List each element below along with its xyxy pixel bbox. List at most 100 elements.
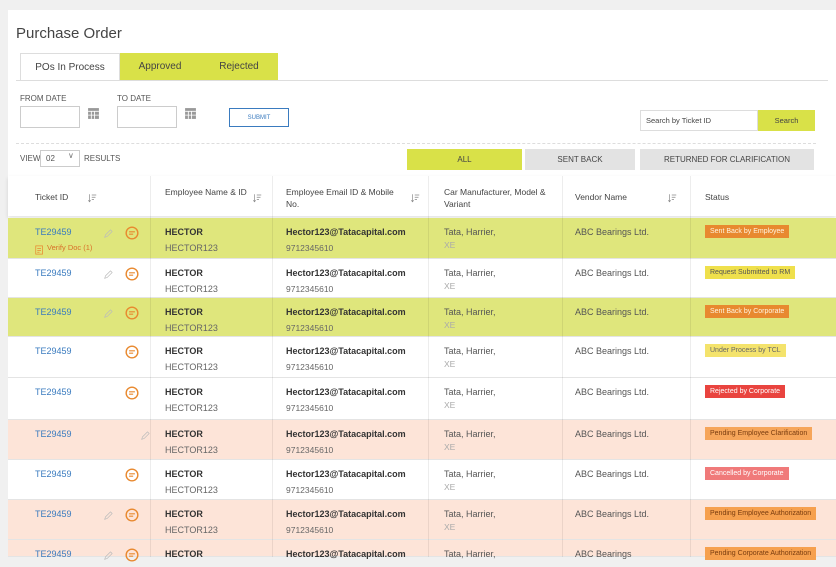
employee-mobile: 9712345610 [286,403,334,413]
car-variant: XE [444,359,456,369]
employee-mobile: 9712345610 [286,485,334,495]
column-header: Status [705,192,730,202]
calendar-icon [87,107,100,120]
tab[interactable]: Approved [120,53,200,80]
employee-id: HECTOR123 [165,362,218,372]
employee-name: HECTOR [165,268,203,278]
chat-icon [125,345,139,359]
edit-icon-svg [104,511,113,520]
employee-id: HECTOR123 [165,403,218,413]
from-date-label: FROM DATE [20,94,67,103]
chat-icon [125,226,139,240]
employee-id: HECTOR123 [165,284,218,294]
quick-filter[interactable]: RETURNED FOR CLARIFICATION [640,149,814,170]
ticket-link[interactable]: TE29459 [35,307,72,317]
employee-mobile: 9712345610 [286,323,334,333]
car-variant: XE [444,240,456,250]
submit-button[interactable]: SUBMIT [229,108,289,127]
employee-email: Hector123@Tatacapital.com [286,307,406,317]
status-badge: Rejected by Corporate [705,385,786,398]
ticket-link[interactable]: TE29459 [35,346,72,356]
vendor-name: ABC Bearings Ltd. [575,469,650,479]
edit-icon-svg [104,551,113,560]
car-model: Tata, Harrier, [444,227,496,237]
status-badge: Pending Corporate Authorization [705,547,817,560]
edit-icon [103,508,113,520]
view-select[interactable]: 02 [40,150,80,167]
column-divider [150,176,151,557]
chat-icon [125,386,139,400]
employee-email: Hector123@Tatacapital.com [286,429,406,439]
chat-icon-svg [125,345,139,359]
date-input[interactable] [20,106,80,128]
sort-icon-svg [668,194,677,203]
ticket-link[interactable]: TE29459 [35,549,72,559]
status-badge: Pending Employee Clarification [705,427,813,440]
edit-icon-svg [104,270,113,279]
employee-id: HECTOR123 [165,525,218,535]
calendar-icon-svg [185,108,196,119]
quick-filter[interactable]: SENT BACK [525,149,635,170]
ticket-link[interactable]: TE29459 [35,469,72,479]
doc-icon [35,242,44,255]
car-model: Tata, Harrier, [444,549,496,559]
sort-icon-svg [411,194,420,203]
table-row [8,378,836,420]
edit-icon [103,306,113,318]
edit-icon [103,267,113,279]
tab-underline [16,80,828,81]
employee-email: Hector123@Tatacapital.com [286,346,406,356]
column-divider [562,176,563,557]
divider [16,143,816,144]
vendor-name: ABC Bearings Ltd. [575,227,650,237]
employee-email: Hector123@Tatacapital.com [286,509,406,519]
tab[interactable]: Rejected [200,53,278,80]
column-header: Employee Email ID & Mobile No. [286,187,394,209]
view-chevron: ∨ [68,151,74,160]
edit-icon [140,428,150,440]
calendar-icon-svg [88,108,99,119]
status-badge: Under Process by TCL [705,344,786,357]
car-model: Tata, Harrier, [444,387,496,397]
table-header [8,176,836,216]
ticket-link[interactable]: TE29459 [35,268,72,278]
column-divider [272,176,273,557]
sort-icon-svg [88,194,97,203]
table-row [8,337,836,378]
employee-name: HECTOR [165,387,203,397]
search-button[interactable]: Search [758,110,815,131]
verify-doc[interactable]: Verify Doc (1) [47,243,93,252]
vendor-name: ABC Bearings Ltd. [575,307,650,317]
quick-filter[interactable]: ALL [407,149,522,170]
employee-mobile: 9712345610 [286,284,334,294]
chat-icon-svg [125,468,139,482]
column-header: Car Manufacturer, Model & Variant [444,187,546,209]
vendor-name: ABC Bearings Ltd. [575,387,650,397]
chat-icon-svg [125,548,139,562]
vendor-name: ABC Bearings Ltd. [575,268,650,278]
employee-name: HECTOR [165,307,203,317]
column-header: Ticket ID [35,192,69,202]
sort-icon [88,190,97,203]
tab[interactable]: POs In Process [20,53,120,80]
chat-icon-svg [125,226,139,240]
ticket-link[interactable]: TE29459 [35,509,72,519]
car-variant: XE [444,281,456,291]
to-date-label: TO DATE [117,94,151,103]
employee-email: Hector123@Tatacapital.com [286,387,406,397]
vendor-name: ABC Bearings Ltd. [575,509,650,519]
search-input[interactable]: Search by Ticket ID [640,110,758,131]
car-model: Tata, Harrier, [444,509,496,519]
car-variant: XE [444,442,456,452]
ticket-link[interactable]: TE29459 [35,387,72,397]
car-model: Tata, Harrier, [444,268,496,278]
sort-icon-svg [253,194,262,203]
ticket-link[interactable]: TE29459 [35,227,72,237]
ticket-link[interactable]: TE29459 [35,429,72,439]
employee-email: Hector123@Tatacapital.com [286,227,406,237]
employee-name: HECTOR [165,346,203,356]
date-input[interactable] [117,106,177,128]
table-row [8,460,836,500]
table-row [8,500,836,540]
